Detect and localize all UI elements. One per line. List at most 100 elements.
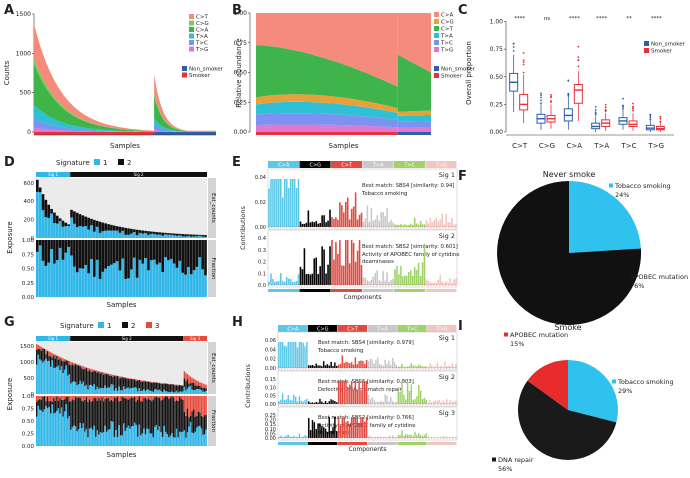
panelG-fraction-bar <box>191 432 193 446</box>
panelG-fraction-bar <box>60 396 63 401</box>
panelG-count-bar <box>133 387 136 394</box>
panelD-count-bar <box>44 199 48 218</box>
panelH-type-header <box>307 325 338 332</box>
panelE-contribution-bar <box>352 206 355 227</box>
panelC-outlier <box>522 52 525 54</box>
panelG-fraction-bar <box>107 396 109 398</box>
panelG-fraction-bar <box>146 399 148 429</box>
panelE-contribution-bar <box>313 222 316 227</box>
panelD-facet-tick-label: 0.75 <box>22 252 35 258</box>
panelG-count-bar <box>79 366 81 381</box>
panelH-contribution-bar <box>334 401 336 404</box>
panelH-contribution-bar <box>410 384 413 404</box>
panelG-count-bar <box>99 373 102 388</box>
panelC-outlier <box>632 102 634 105</box>
panelD-count-bar <box>112 230 116 238</box>
panelG-count-bar <box>62 361 64 374</box>
panelD-facet-tick-label: 0.00 <box>22 295 35 301</box>
panelE-contribution-bar <box>382 271 384 285</box>
panelH-contribution-bar <box>391 401 394 404</box>
panelE-contribution-bar <box>343 212 345 227</box>
panelG-count-bar <box>68 374 70 394</box>
panelE-contribution-bar <box>425 279 428 285</box>
panelD-count-bar <box>101 222 105 232</box>
panelD-fraction-bar <box>135 277 139 297</box>
panelH-contribution-bar <box>403 366 405 368</box>
panelH-contribution-bar <box>423 434 426 438</box>
panelC-legend-label: Non_smoker <box>651 42 686 48</box>
panelH-type-label: C>A <box>287 327 299 333</box>
panelD-count-bar <box>90 225 93 238</box>
panelE-type-footer <box>394 289 425 292</box>
panelG-fraction-bar <box>160 400 162 433</box>
panelG-count-bar <box>76 364 78 366</box>
panelA-area-Smoker-T>A <box>34 105 155 132</box>
panelG-fraction-bar <box>180 399 182 433</box>
panelG-fraction-bar <box>174 396 176 402</box>
panelG-count-bar <box>124 388 126 394</box>
panelH-contribution-bar <box>315 429 317 438</box>
panelD-fraction-bar <box>150 260 153 297</box>
panelE-contribution-bar <box>368 221 371 227</box>
panelE-contribution-bar <box>404 224 406 227</box>
panelG-fraction-bar <box>168 437 170 446</box>
panelE-contribution-bar <box>299 266 302 285</box>
panelG-fraction-bar <box>193 396 195 410</box>
panelG-count-bar <box>84 386 86 394</box>
panelG-count-bar <box>119 376 122 379</box>
panelH-sig-tick-label: 0.06 <box>265 338 276 344</box>
panelG-fraction-bar <box>71 426 74 446</box>
panelA-area-Smoker-C>A <box>34 64 155 132</box>
panelH-contribution-bar <box>449 366 452 368</box>
panelG-fraction-bar <box>73 425 75 446</box>
panelG-fraction-bar <box>151 401 153 434</box>
panelG-fraction-bar <box>202 434 204 446</box>
panelG-fraction-bar <box>48 407 50 446</box>
panelH-type-footer <box>337 442 367 445</box>
panelG-count-bar <box>161 392 164 394</box>
panelG-fraction-bar <box>127 425 130 446</box>
panelH-contribution-bar <box>399 366 401 368</box>
panelH-contribution-bar <box>326 402 329 404</box>
panelH-type-footer <box>397 442 427 445</box>
panelG-facet-strip <box>208 342 216 394</box>
panelH-contribution-bar <box>300 342 303 368</box>
panelG-count-bar <box>107 374 109 388</box>
panelG-fraction-bar <box>154 396 156 398</box>
panelG-count-bar <box>196 389 198 394</box>
panelH-contribution-bar <box>280 342 282 368</box>
panelG-count-bar <box>194 379 196 386</box>
panelB-xlabel: Samples <box>329 142 359 150</box>
panelH-contribution-bar <box>308 401 310 404</box>
panelC-outlier <box>604 103 607 106</box>
panelD-fraction-bar <box>98 240 102 279</box>
panelD-fraction-bar <box>61 259 65 297</box>
panelD-legend-swatch <box>118 159 124 165</box>
panelC-category-label: T>C <box>620 142 636 150</box>
panelC-outlier <box>550 94 552 96</box>
panelG-count-bar <box>96 370 98 373</box>
panelD-count-bar <box>189 236 193 238</box>
panelH-contribution-bar <box>339 363 342 368</box>
panelE-contribution-bar <box>295 280 298 285</box>
panelG-count-bar <box>82 369 84 382</box>
panelH-contribution-bar <box>384 394 386 404</box>
panelH-contribution-bar <box>343 362 345 368</box>
panelD-fraction-bar <box>36 251 39 297</box>
panelG-facet-tick-label: 0.50 <box>22 419 35 425</box>
panelG-fraction-bar <box>151 396 153 402</box>
panelC-outlier <box>540 96 542 99</box>
panelG-fraction-bar <box>137 399 139 437</box>
panelG-fraction-bar <box>93 425 95 446</box>
panelC-outlier <box>577 59 580 62</box>
panelG-fraction-bar <box>96 400 98 431</box>
panelG-fraction-bar <box>197 396 200 412</box>
panelG-fraction-bar <box>188 396 190 418</box>
panelH-contribution-bar <box>453 366 455 368</box>
panelH-sig-tick-label: 0.04 <box>265 347 276 353</box>
panelE-contribution-bar <box>280 273 282 285</box>
panelG-fraction-bar <box>59 396 61 398</box>
panelE-contribution-bar <box>437 279 440 285</box>
panelG-fraction-bar <box>45 405 47 446</box>
panelG-count-bar <box>48 351 50 356</box>
